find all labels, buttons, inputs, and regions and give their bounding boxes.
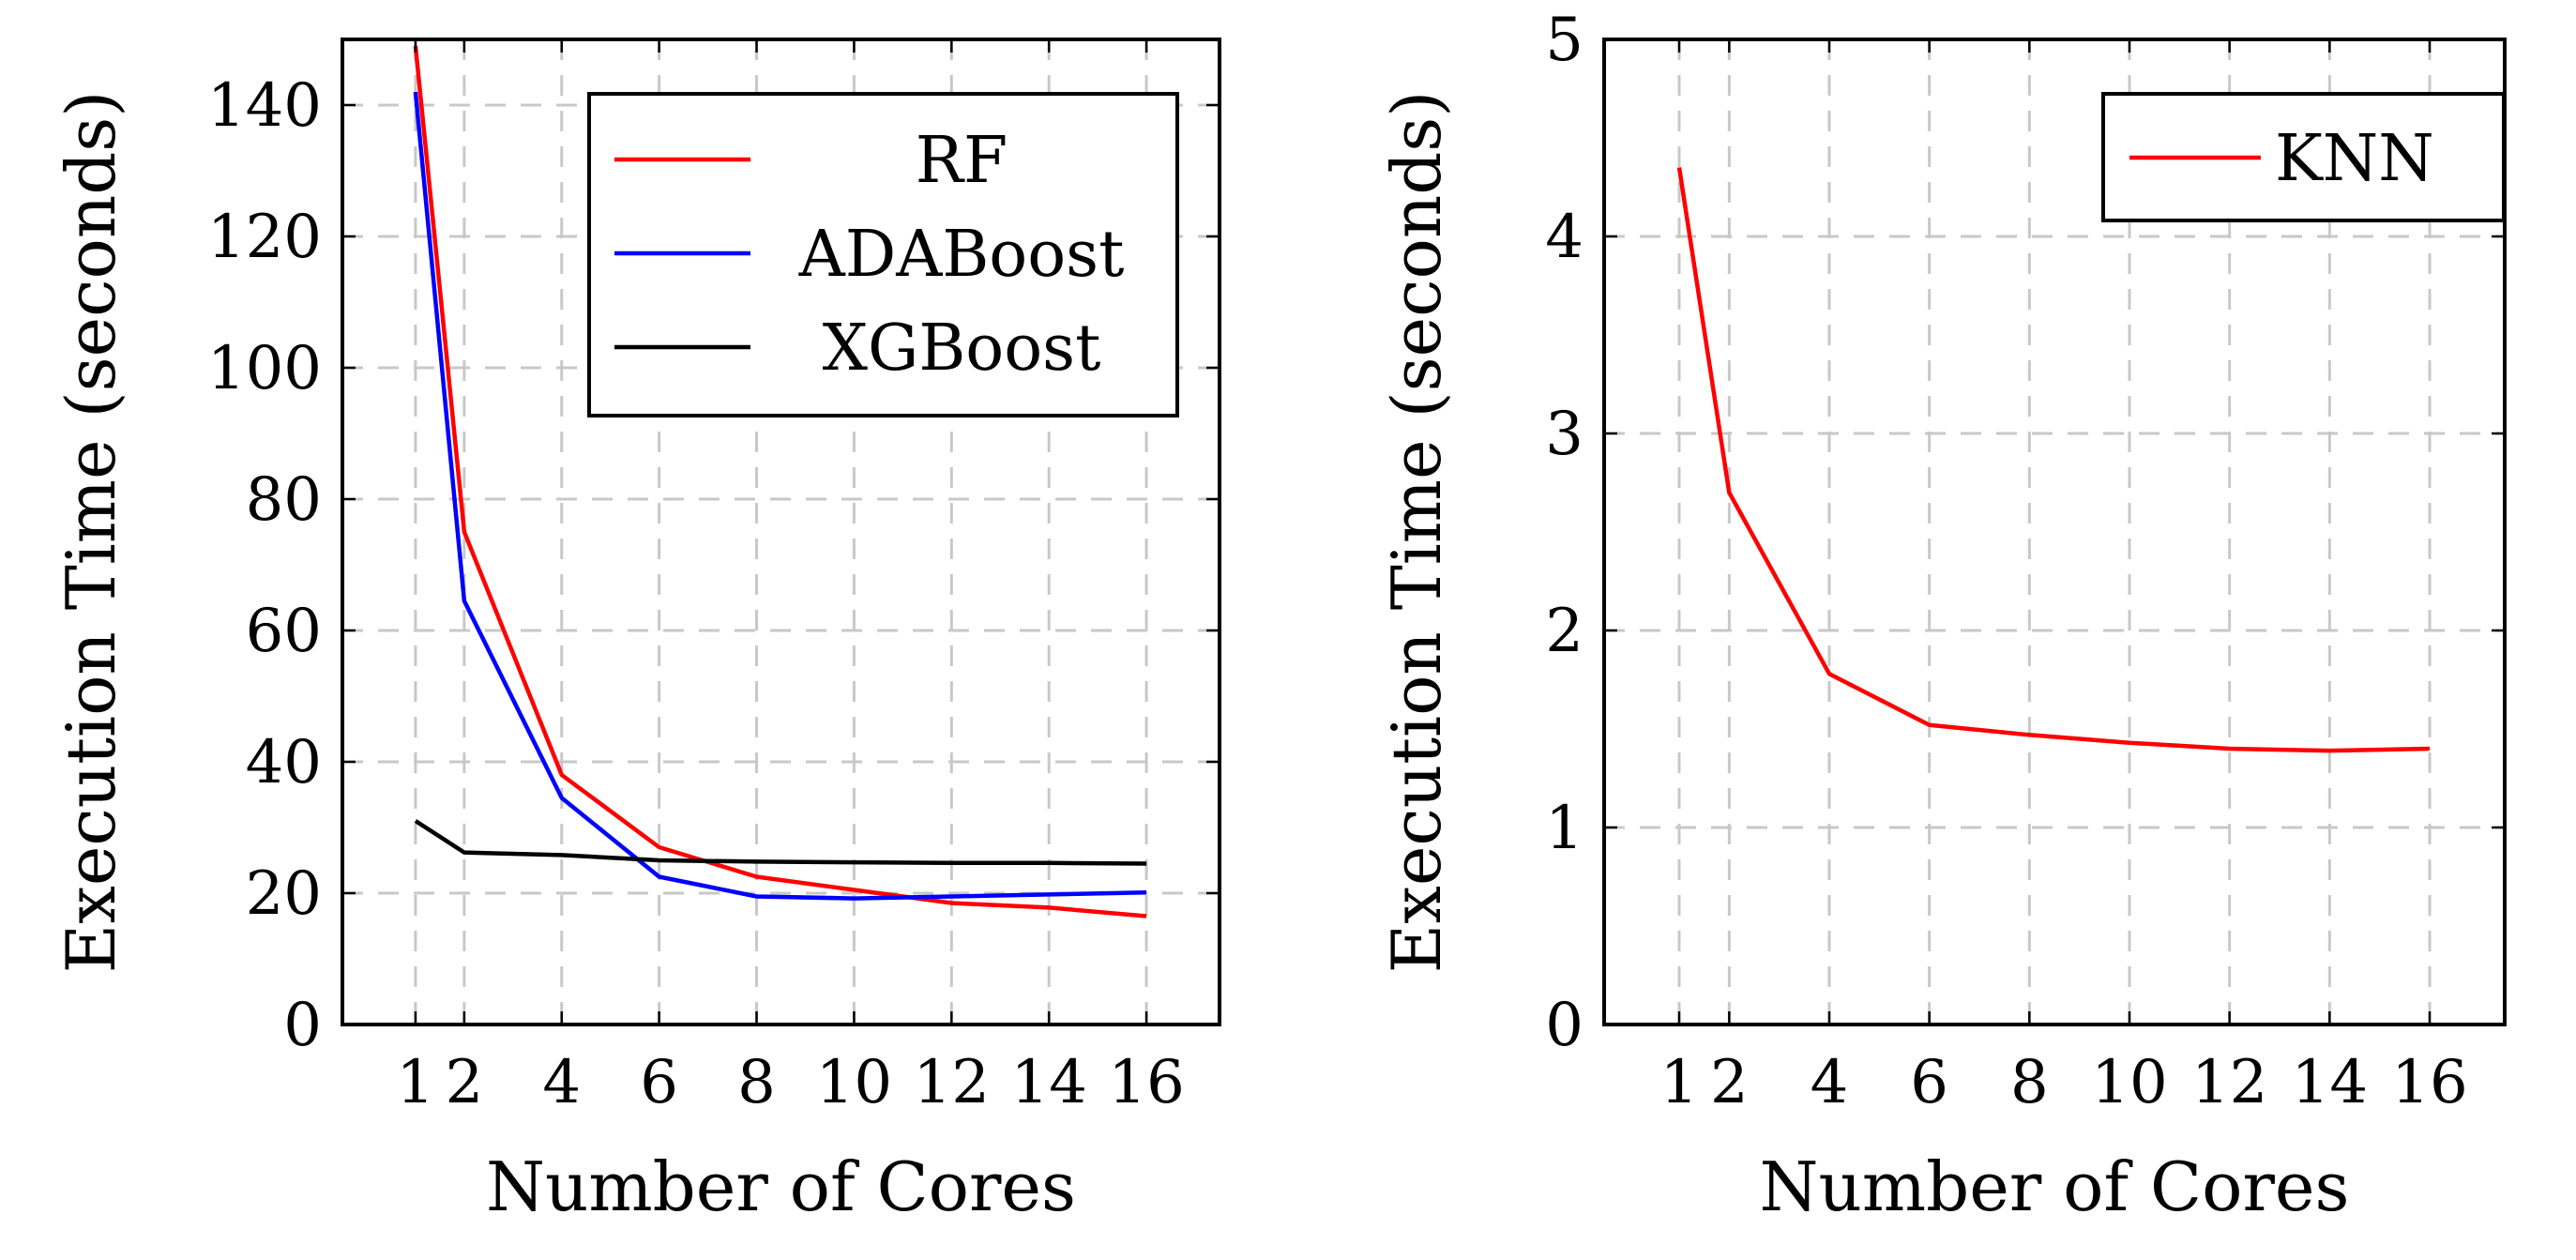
x-tick-label: 4 bbox=[542, 1048, 581, 1117]
y-tick-label: 4 bbox=[1545, 203, 1583, 272]
y-tick-label: 120 bbox=[207, 203, 322, 272]
x-tick-label: 4 bbox=[1811, 1048, 1849, 1117]
x-tick-label: 1 bbox=[397, 1048, 435, 1117]
x-tick-label: 1 bbox=[1660, 1048, 1699, 1117]
legend-label-adaboost: ADABoost bbox=[798, 218, 1125, 292]
y-tick-label: 40 bbox=[246, 728, 322, 797]
x-tick-label: 16 bbox=[1108, 1048, 1184, 1117]
y-tick-label: 100 bbox=[207, 334, 322, 403]
x-axis-title: Number of Cores bbox=[1760, 1147, 2350, 1226]
x-tick-label: 12 bbox=[914, 1048, 990, 1117]
y-tick-label: 3 bbox=[1545, 400, 1583, 469]
y-axis-title: Execution Time (seconds) bbox=[1377, 91, 1456, 974]
x-tick-label: 10 bbox=[816, 1048, 892, 1117]
y-tick-label: 140 bbox=[207, 71, 322, 141]
plot-frame bbox=[341, 38, 1221, 1026]
x-tick-label: 2 bbox=[446, 1048, 484, 1117]
legend: KNN bbox=[2101, 92, 2506, 222]
legend: RF ADABoost XGBoost bbox=[587, 92, 1179, 417]
legend-label-xgboost: XGBoost bbox=[823, 311, 1101, 386]
plot-frame bbox=[1602, 38, 2507, 1026]
y-tick-label: 0 bbox=[1545, 991, 1583, 1060]
series-line-knn bbox=[1676, 167, 2431, 753]
y-tick-label: 1 bbox=[1545, 794, 1583, 863]
x-tick-label: 8 bbox=[2010, 1048, 2049, 1117]
y-tick-label: 60 bbox=[246, 597, 322, 666]
x-tick-label: 12 bbox=[2191, 1048, 2267, 1117]
x-tick-label: 2 bbox=[1710, 1048, 1749, 1117]
legend-label-rf: RF bbox=[916, 124, 1008, 198]
y-tick-label: 5 bbox=[1545, 6, 1583, 75]
x-tick-label: 6 bbox=[1910, 1048, 1948, 1117]
series-line-adaboost bbox=[413, 91, 1147, 901]
y-tick-label: 2 bbox=[1545, 597, 1583, 666]
x-axis-title: Number of Cores bbox=[486, 1147, 1076, 1226]
x-tick-label: 14 bbox=[2292, 1048, 2368, 1117]
y-tick-label: 20 bbox=[246, 859, 322, 929]
x-tick-label: 6 bbox=[640, 1048, 678, 1117]
y-axis-title: Execution Time (seconds) bbox=[52, 91, 130, 974]
x-tick-label: 16 bbox=[2391, 1048, 2467, 1117]
x-tick-label: 14 bbox=[1010, 1048, 1086, 1117]
series-line-xgboost bbox=[414, 819, 1147, 866]
legend-label-knn: KNN bbox=[2275, 122, 2434, 196]
y-tick-label: 0 bbox=[283, 991, 322, 1060]
x-tick-label: 10 bbox=[2091, 1048, 2167, 1117]
y-tick-label: 80 bbox=[246, 465, 322, 535]
series-line-rf bbox=[413, 45, 1147, 918]
x-tick-label: 8 bbox=[737, 1048, 776, 1117]
